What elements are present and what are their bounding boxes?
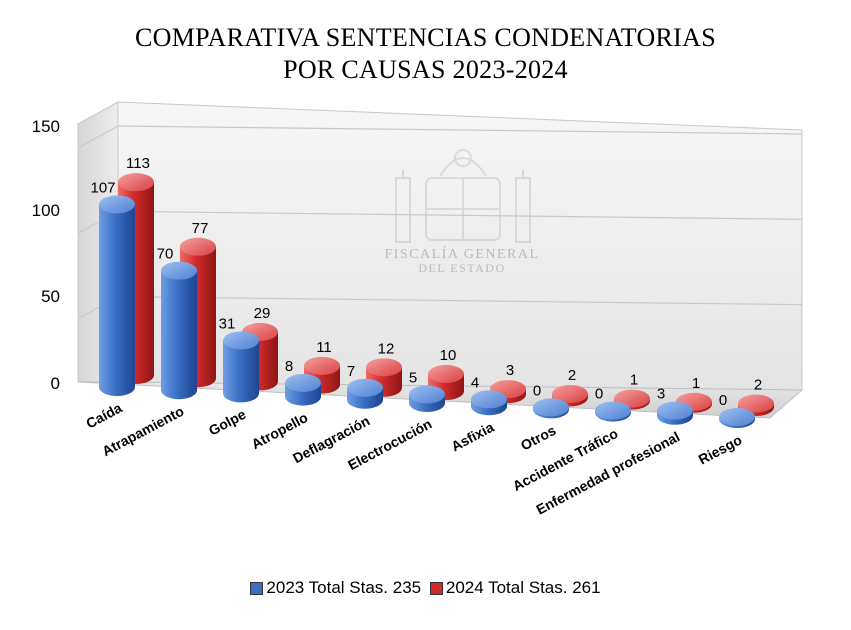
y-tick-label: 150 — [32, 117, 60, 136]
data-label-2023: 70 — [157, 246, 174, 263]
legend-swatch-2023 — [250, 581, 264, 595]
bar-2023 — [161, 261, 197, 400]
chart-back-wall — [117, 101, 803, 391]
data-label-2023: 4 — [471, 374, 479, 391]
data-label-2023: 31 — [219, 315, 236, 332]
data-label-2023: 3 — [657, 386, 665, 403]
bar-2024 — [552, 384, 588, 407]
x-tick-label: Golpe — [206, 406, 249, 439]
data-label-2024: 2 — [754, 377, 762, 394]
data-label-2023: 7 — [347, 363, 355, 380]
data-label-2024: 12 — [378, 340, 395, 357]
y-tick-label: 50 — [41, 287, 60, 306]
chart-title-line-1: COMPARATIVA SENTENCIAS CONDENATORIAS — [135, 23, 716, 52]
legend-item-2024: 2024 Total Stas. 261 — [429, 578, 601, 598]
legend-item-2023: 2023 Total Stas. 235 — [250, 578, 421, 598]
legend-label-2024: 2024 Total Stas. 261 — [445, 578, 601, 597]
watermark-text-2: DEL ESTADO — [418, 261, 505, 275]
data-label-2024: 77 — [192, 220, 209, 237]
x-tick-label: Asfixia — [448, 419, 496, 455]
legend-swatch-2024 — [429, 581, 443, 595]
watermark-emblem — [395, 149, 531, 243]
data-label-2024: 1 — [692, 375, 700, 392]
y-tick-label: 0 — [51, 374, 60, 393]
legend-label-2023: 2023 Total Stas. 235 — [266, 578, 422, 597]
data-label-2023: 0 — [595, 386, 603, 403]
bar-2023 — [99, 195, 135, 396]
bar-2023 — [223, 331, 259, 403]
data-label-2024: 11 — [316, 339, 332, 356]
x-tick-label: Otros — [518, 422, 559, 454]
data-label-2024: 2 — [568, 367, 576, 384]
y-tick-label: 100 — [32, 201, 60, 220]
x-tick-label: Caída — [83, 399, 124, 431]
data-label-2023: 5 — [409, 369, 417, 386]
data-label-2024: 113 — [126, 155, 150, 172]
gridline — [77, 125, 803, 149]
data-label-2024: 3 — [506, 362, 514, 379]
bar-2023 — [595, 401, 631, 422]
bar-2023 — [719, 408, 755, 428]
watermark-text-1: FISCALÍA GENERAL — [384, 245, 539, 262]
chart-title-line-2: POR CAUSAS 2023-2024 — [283, 55, 568, 84]
data-label-2024: 29 — [254, 305, 271, 322]
bar-2023 — [409, 385, 445, 412]
data-label-2023: 0 — [719, 392, 727, 409]
data-label-2024: 1 — [630, 372, 638, 389]
bar-2023 — [657, 401, 693, 425]
bar-2023 — [533, 398, 569, 419]
bar-2023 — [347, 378, 383, 409]
data-label-2024: 10 — [440, 347, 457, 364]
data-label-2023: 107 — [90, 179, 115, 196]
x-tick-label: Riesgo — [696, 432, 745, 468]
bar-2023 — [285, 373, 321, 406]
data-label-2023: 8 — [285, 358, 293, 375]
legend: 2023 Total Stas. 235 2024 Total Stas. 26… — [0, 578, 851, 600]
bar-2023 — [471, 390, 507, 416]
data-label-2023: 0 — [533, 382, 541, 399]
